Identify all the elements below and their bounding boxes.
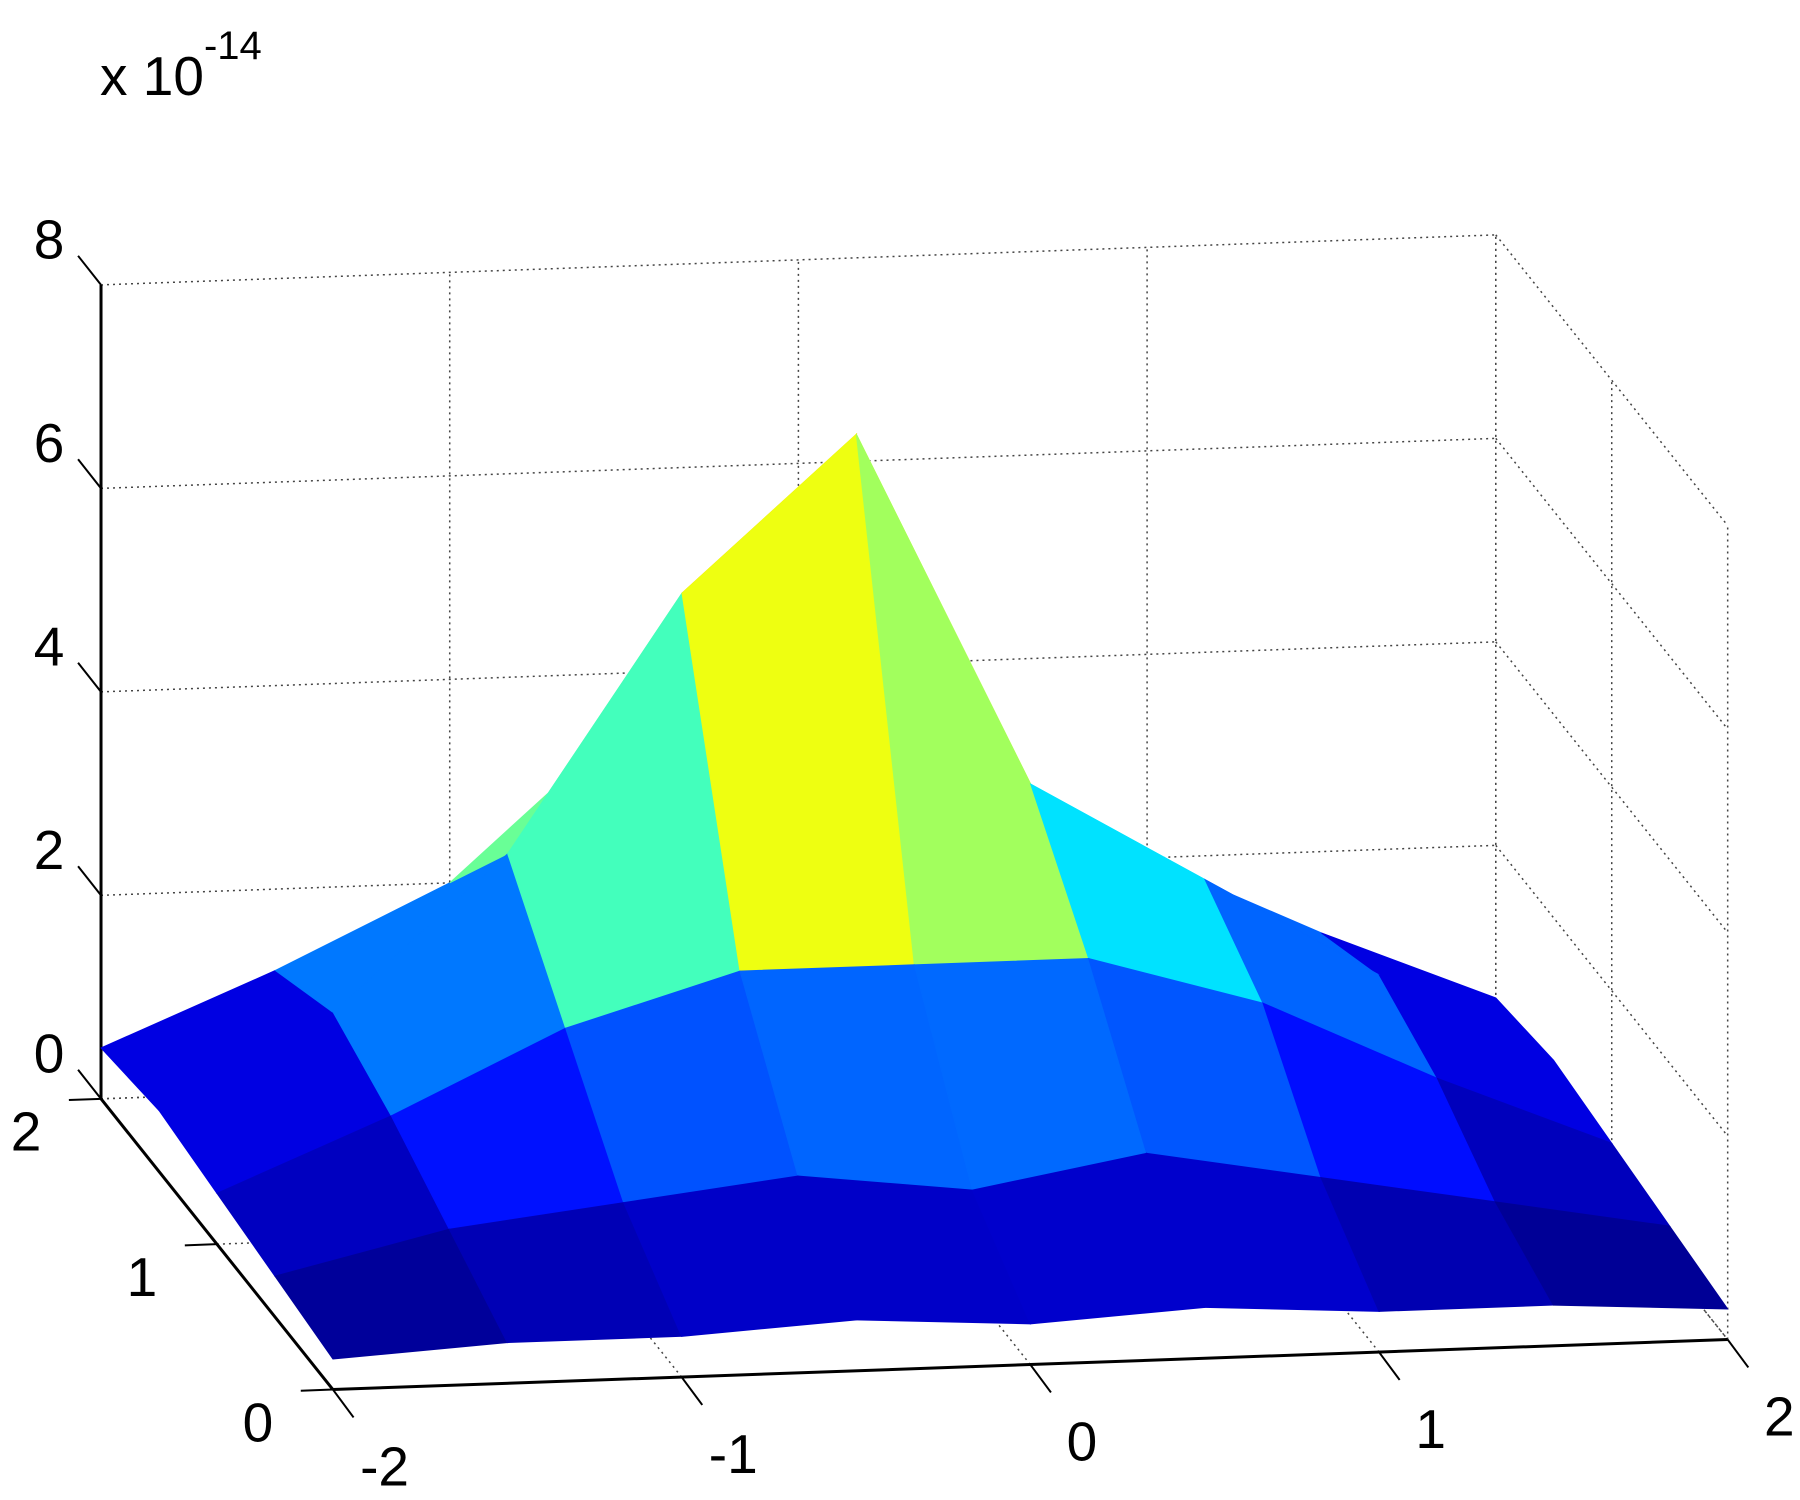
z-tick-label: 4 <box>34 616 65 678</box>
surface-patch <box>1494 1201 1729 1310</box>
y-tick-label: 0 <box>243 1391 274 1453</box>
y-tick <box>184 1243 218 1247</box>
grid-line <box>100 234 1496 286</box>
x-tick-label: -2 <box>360 1435 409 1497</box>
x-tick <box>332 1388 355 1419</box>
x-tick-label: -1 <box>709 1423 758 1485</box>
y-tick <box>300 1388 333 1392</box>
z-tick <box>77 255 102 286</box>
multiplier-base: x 10 <box>100 45 204 107</box>
z-tick-label: 8 <box>34 209 65 271</box>
x-tick <box>1029 1363 1052 1394</box>
z-tick <box>77 662 102 693</box>
x-tick <box>1726 1338 1750 1369</box>
grid-line <box>1495 641 1729 934</box>
z-tick <box>77 458 102 489</box>
y-tick-label: 1 <box>127 1246 158 1308</box>
x-tick <box>1378 1351 1401 1381</box>
y-axis <box>99 1097 335 1391</box>
grid-line <box>100 437 1496 490</box>
y-tick-label: 2 <box>11 1101 42 1163</box>
multiplier-exponent: -14 <box>204 24 262 68</box>
x-tick-label: 0 <box>1067 1410 1098 1472</box>
x-tick <box>680 1376 704 1406</box>
z-tick <box>77 865 102 896</box>
z-tick <box>77 1069 102 1100</box>
x-tick-label: 1 <box>1415 1398 1446 1460</box>
grid-line <box>1495 844 1729 1137</box>
z-tick-label: 0 <box>34 1023 65 1085</box>
x-tick-label: 2 <box>1764 1385 1795 1447</box>
grid-line <box>1495 437 1729 730</box>
z-tick-label: 2 <box>34 819 65 881</box>
z-tick-label: 6 <box>34 412 65 474</box>
grid-line <box>1495 234 1729 527</box>
z-multiplier: x 10-14 <box>100 24 262 107</box>
y-tick <box>68 1097 102 1101</box>
